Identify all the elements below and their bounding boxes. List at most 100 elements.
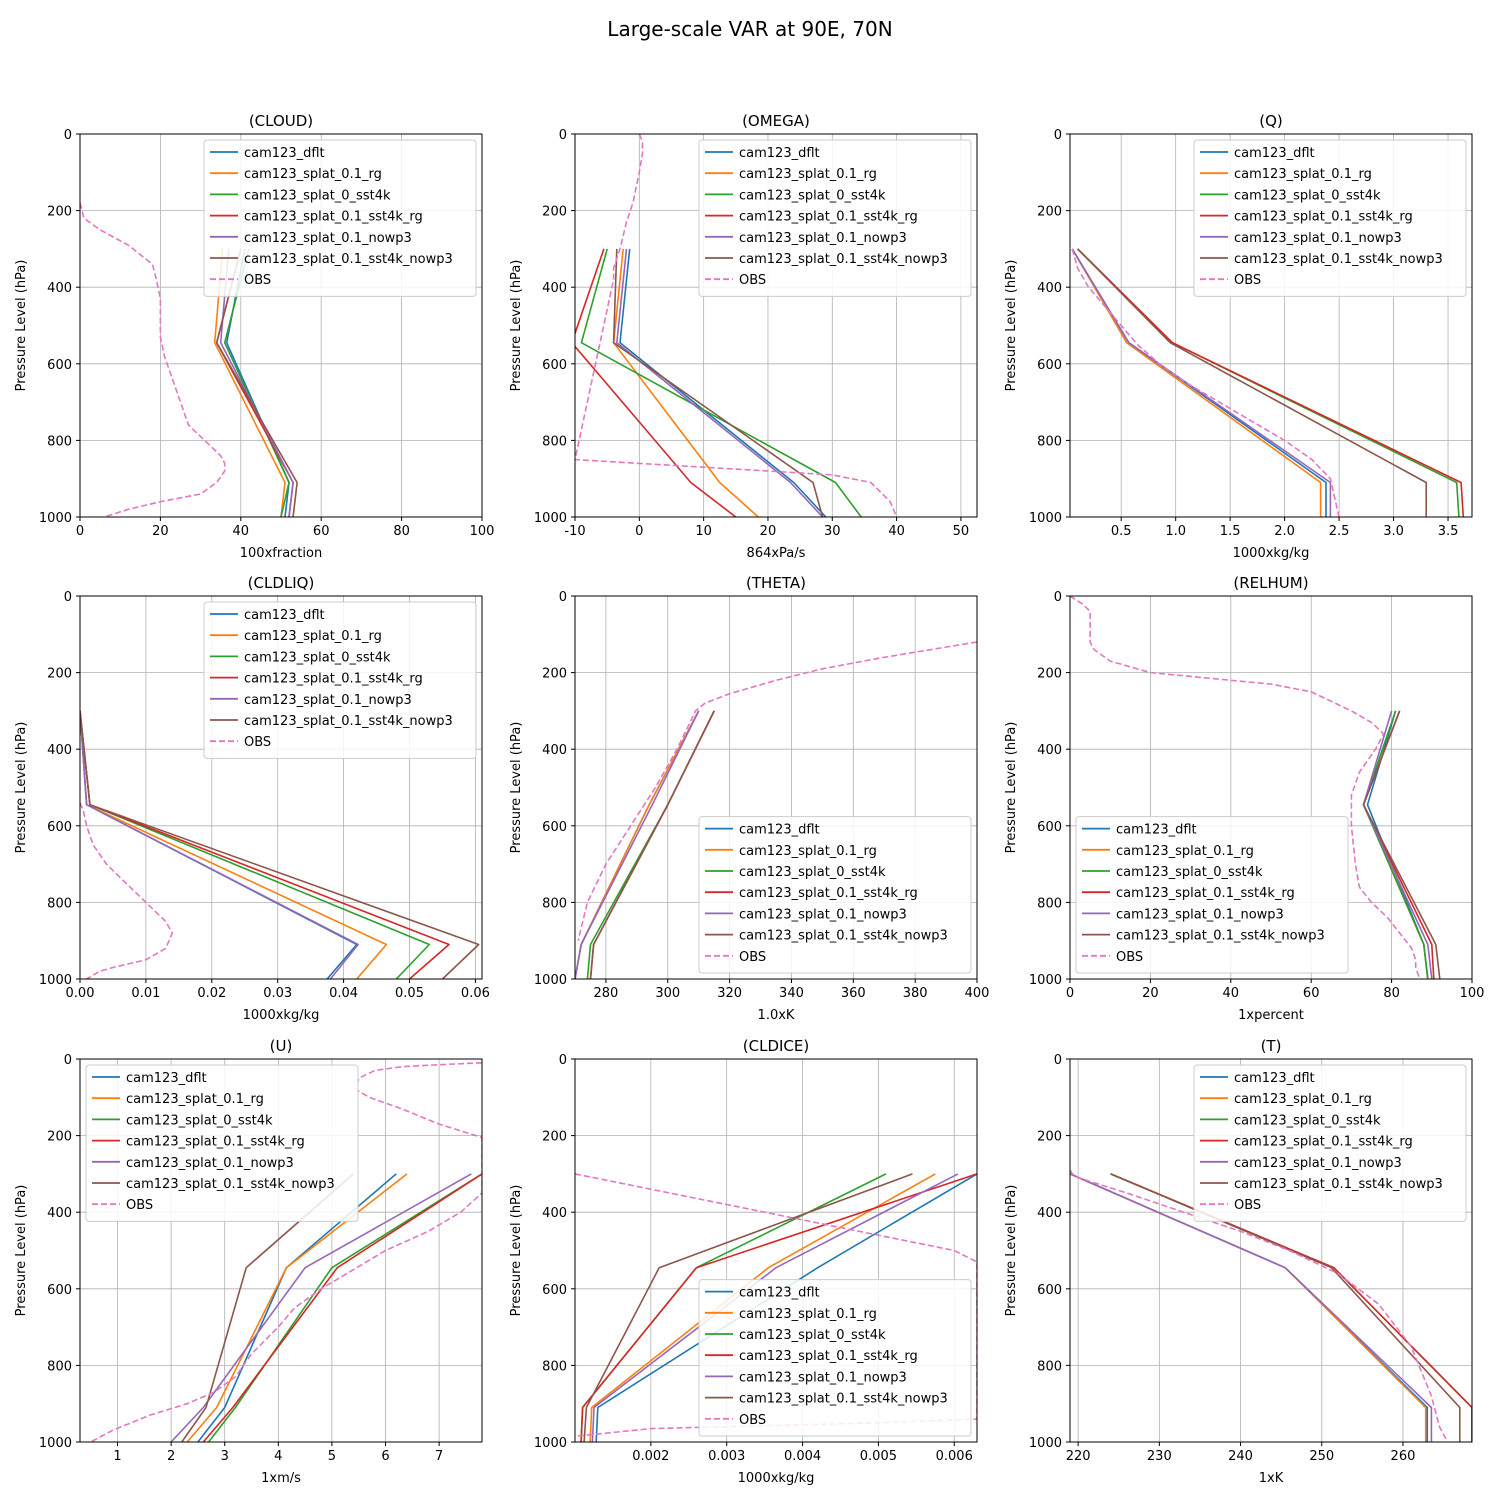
legend-label: cam123_splat_0.1_nowp3 <box>739 231 907 246</box>
legend-label: cam123_splat_0.1_sst4k_nowp3 <box>1234 1177 1443 1192</box>
y-tick-label: 600 <box>47 358 72 373</box>
legend-label: cam123_dflt <box>126 1071 207 1086</box>
legend-label: OBS <box>126 1198 153 1213</box>
x-tick-label: 3.0 <box>1383 524 1404 539</box>
legend-label: cam123_splat_0.1_nowp3 <box>739 907 907 922</box>
y-axis-label: Pressure Level (hPa) <box>1004 1185 1019 1317</box>
y-tick-label: 200 <box>1037 1130 1062 1145</box>
y-tick-label: 600 <box>1037 820 1062 835</box>
x-axis-label: 1000xkg/kg <box>1233 546 1310 561</box>
y-tick-label: 600 <box>542 820 567 835</box>
y-tick-label: 200 <box>542 667 567 682</box>
x-tick-label: 10 <box>695 524 712 539</box>
y-axis-label: Pressure Level (hPa) <box>14 722 29 854</box>
legend-label: cam123_splat_0.1_nowp3 <box>126 1156 294 1171</box>
legend-label: cam123_splat_0_sst4k <box>1234 188 1381 203</box>
y-tick-label: 200 <box>47 667 72 682</box>
legend: cam123_dflt cam123_splat_0.1_rg cam123_spl… <box>1193 139 1467 297</box>
series-line-cam123_splat_0.1_sst4k_rg <box>580 1173 977 1442</box>
chart-title: (CLDLIQ) <box>248 574 315 592</box>
x-tick-label: 260 <box>1391 1449 1416 1464</box>
legend-label: cam123_splat_0.1_nowp3 <box>244 231 412 246</box>
legend-label: cam123_splat_0.1_sst4k_nowp3 <box>739 929 948 944</box>
x-tick-label: 2.0 <box>1274 524 1295 539</box>
legend-label: cam123_splat_0_sst4k <box>739 865 886 880</box>
legend-label: cam123_splat_0.1_sst4k_nowp3 <box>1116 929 1325 944</box>
y-tick-label: 1000 <box>534 511 567 526</box>
series-line-cam123_splat_0.1_nowp3 <box>80 710 359 979</box>
series-line-cam123_splat_0.1_sst4k_nowp3 <box>80 710 480 979</box>
chart-title: (T) <box>1261 1037 1282 1055</box>
y-tick-label: 1000 <box>534 1436 567 1451</box>
series-line-cam123_splat_0_sst4k <box>1362 710 1429 979</box>
y-tick-label: 1000 <box>534 973 567 988</box>
x-tick-label: 0 <box>635 524 643 539</box>
plot-frame <box>1069 133 1473 518</box>
x-tick-label: 340 <box>779 986 804 1001</box>
plot-frame <box>79 595 483 980</box>
legend-label: cam123_dflt <box>1234 146 1315 161</box>
x-tick-label: 30 <box>824 524 841 539</box>
legend-label: cam123_splat_0_sst4k <box>244 188 391 203</box>
series-line-OBS <box>1070 596 1421 979</box>
x-tick-label: 0 <box>76 524 84 539</box>
x-axis-label: 1000xkg/kg <box>738 1471 815 1486</box>
legend-label: OBS <box>244 273 271 288</box>
legend-label: OBS <box>1116 950 1143 965</box>
series-line-cam123_splat_0.1_rg <box>589 1173 936 1442</box>
x-tick-label: 280 <box>594 986 619 1001</box>
chart-panel-1: 0 20 40 60 80 10002004006008001000(CLOUD)100x… <box>14 112 494 561</box>
y-tick-label: 400 <box>47 281 72 296</box>
legend-label: cam123_dflt <box>244 608 325 623</box>
legend-label: cam123_splat_0.1_nowp3 <box>244 693 412 708</box>
x-tick-label: 5 <box>328 1449 336 1464</box>
legend-label: OBS <box>1234 1198 1261 1213</box>
legend: cam123_dflt cam123_splat_0.1_rg cam123_spl… <box>203 601 477 759</box>
y-tick-label: 400 <box>47 743 72 758</box>
x-tick-label: 0.03 <box>263 986 292 1001</box>
y-tick-label: 0 <box>559 128 567 143</box>
x-axis-label: 1xpercent <box>1238 1008 1304 1023</box>
x-axis-label: 1000xkg/kg <box>243 1008 320 1023</box>
chart-panel-8: 0.002 0.003 0.004 0.005 0.006 0 200 400 600 800 10… <box>509 1037 978 1486</box>
x-tick-label: 2 <box>167 1449 175 1464</box>
x-tick-label: 0.04 <box>329 986 358 1001</box>
x-tick-label: 40 <box>1223 986 1240 1001</box>
legend-label: cam123_splat_0.1_rg <box>1234 1092 1372 1107</box>
legend: cam123_dflt cam123_splat_0.1_rg cam123_spl… <box>85 1064 359 1222</box>
y-tick-label: 1000 <box>39 511 72 526</box>
y-tick-label: 1000 <box>39 973 72 988</box>
legend-label: cam123_splat_0_sst4k <box>1116 865 1263 880</box>
y-axis-label: Pressure Level (hPa) <box>509 1185 524 1317</box>
y-tick-label: 0 <box>1054 1053 1062 1068</box>
x-tick-label: 40 <box>888 524 905 539</box>
chart-title: (OMEGA) <box>742 112 810 130</box>
x-tick-label: 80 <box>393 524 410 539</box>
series-line-cam123_splat_0.1_rg <box>612 248 759 517</box>
y-tick-label: 1000 <box>39 1436 72 1451</box>
series-line-cam123_dflt <box>1366 710 1429 979</box>
legend: cam123_dflt cam123_splat_0.1_rg cam123_spl… <box>1193 1064 1467 1222</box>
series-line-cam123_splat_0.1_sst4k_rg <box>202 1173 482 1442</box>
x-tick-label: 3.5 <box>1438 524 1459 539</box>
x-tick-label: 0.5 <box>1111 524 1132 539</box>
figure-title: Large-scale VAR at 90E, 70N <box>607 17 892 41</box>
x-tick-label: -10 <box>564 524 585 539</box>
y-tick-label: 800 <box>47 896 72 911</box>
y-axis-label: Pressure Level (hPa) <box>1004 722 1019 854</box>
series-line-cam123_splat_0.1_nowp3 <box>1071 248 1332 517</box>
plot-frame <box>574 595 978 980</box>
series-line-cam123_splat_0.1_rg <box>1071 248 1322 517</box>
y-tick-label: 600 <box>1037 358 1062 373</box>
x-axis-label: 100xfraction <box>240 546 322 561</box>
x-tick-label: 0.005 <box>860 1449 897 1464</box>
legend-label: cam123_splat_0.1_sst4k_nowp3 <box>739 252 948 267</box>
legend-label: cam123_splat_0.1_nowp3 <box>739 1370 907 1385</box>
chart-title: (THETA) <box>746 574 806 592</box>
legend-label: cam123_splat_0.1_nowp3 <box>1234 1156 1402 1171</box>
x-tick-label: 0.05 <box>395 986 424 1001</box>
x-tick-label: 0.02 <box>197 986 226 1001</box>
legend-label: cam123_splat_0.1_sst4k_nowp3 <box>244 714 453 729</box>
legend-label: cam123_splat_0.1_sst4k_rg <box>739 210 918 225</box>
series-line-cam123_splat_0.1_nowp3 <box>591 1173 959 1442</box>
